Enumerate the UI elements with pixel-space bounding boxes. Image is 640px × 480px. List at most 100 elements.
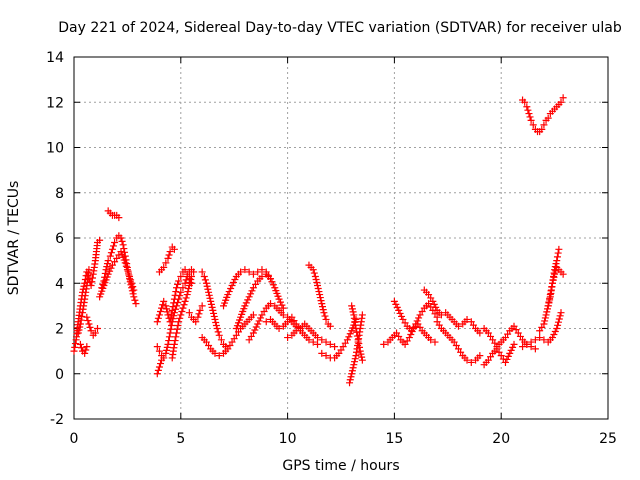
data-point bbox=[177, 272, 185, 280]
data-point bbox=[224, 291, 232, 299]
x-tick-label: 5 bbox=[176, 431, 185, 447]
data-point bbox=[540, 320, 548, 328]
data-point bbox=[87, 327, 95, 335]
data-point bbox=[557, 309, 565, 317]
data-point bbox=[279, 304, 287, 312]
data-point bbox=[168, 321, 176, 329]
data-point bbox=[173, 325, 181, 333]
data-point bbox=[217, 336, 225, 344]
y-tick-label: 6 bbox=[55, 231, 64, 247]
data-point bbox=[557, 98, 565, 106]
data-point bbox=[350, 361, 358, 369]
data-point bbox=[527, 338, 535, 346]
data-point bbox=[163, 308, 171, 316]
data-point bbox=[527, 116, 535, 124]
data-point bbox=[210, 312, 218, 320]
data-point bbox=[467, 358, 475, 366]
data-point bbox=[165, 251, 173, 259]
data-point bbox=[316, 294, 324, 302]
data-point bbox=[548, 334, 556, 342]
data-point bbox=[187, 272, 195, 280]
data-point bbox=[115, 214, 123, 222]
data-point bbox=[279, 311, 287, 319]
data-point bbox=[104, 257, 112, 265]
data-point bbox=[269, 281, 277, 289]
data-point bbox=[181, 279, 189, 287]
data-point bbox=[395, 306, 403, 314]
data-point bbox=[352, 325, 360, 332]
data-point bbox=[321, 312, 329, 320]
data-point bbox=[86, 323, 94, 331]
data-point bbox=[74, 329, 82, 337]
data-point bbox=[123, 266, 131, 274]
data-point bbox=[176, 314, 184, 322]
data-point bbox=[555, 315, 563, 323]
data-point bbox=[504, 352, 512, 360]
data-point bbox=[254, 320, 262, 328]
data-point bbox=[129, 283, 137, 291]
data-point bbox=[228, 282, 236, 290]
data-point bbox=[249, 311, 257, 319]
data-point bbox=[519, 343, 527, 351]
data-point bbox=[174, 321, 182, 329]
data-point bbox=[244, 296, 252, 304]
series-track-h bbox=[155, 243, 178, 276]
series-track-ah bbox=[519, 94, 567, 136]
data-point bbox=[75, 326, 83, 334]
data-point bbox=[251, 326, 259, 334]
data-point bbox=[227, 285, 235, 293]
data-point bbox=[398, 312, 406, 320]
data-point bbox=[198, 268, 206, 276]
data-point bbox=[506, 349, 514, 357]
data-point bbox=[192, 318, 200, 326]
data-point bbox=[311, 272, 319, 280]
data-point bbox=[77, 316, 85, 324]
series-track-m bbox=[185, 302, 206, 326]
data-point bbox=[103, 263, 111, 271]
data-point bbox=[551, 266, 559, 274]
data-point bbox=[556, 312, 564, 320]
data-point bbox=[165, 337, 173, 345]
data-point bbox=[71, 340, 79, 348]
data-point bbox=[214, 328, 222, 336]
data-point bbox=[158, 304, 166, 312]
data-point bbox=[348, 370, 356, 378]
data-point bbox=[313, 278, 321, 286]
data-point bbox=[110, 242, 118, 250]
data-point bbox=[390, 297, 398, 305]
data-point bbox=[166, 329, 174, 337]
data-point bbox=[531, 336, 539, 344]
series-track-ab bbox=[433, 318, 484, 366]
data-point bbox=[318, 303, 326, 311]
data-point bbox=[345, 333, 353, 341]
data-point bbox=[523, 103, 531, 111]
data-point bbox=[262, 318, 270, 326]
data-point bbox=[117, 234, 125, 242]
data-point bbox=[195, 310, 203, 318]
data-point bbox=[529, 121, 537, 129]
x-tick-label: 15 bbox=[385, 431, 403, 447]
series-track-y bbox=[380, 320, 439, 348]
data-point bbox=[521, 98, 529, 106]
data-point bbox=[168, 318, 176, 326]
data-point bbox=[322, 352, 330, 360]
data-point bbox=[552, 260, 560, 268]
data-point bbox=[267, 300, 275, 308]
data-point bbox=[194, 313, 202, 321]
data-point bbox=[393, 303, 401, 311]
data-point bbox=[544, 114, 552, 122]
data-point bbox=[278, 301, 286, 309]
data-point bbox=[164, 254, 172, 262]
data-point bbox=[559, 94, 567, 102]
data-point bbox=[555, 245, 563, 253]
data-point bbox=[356, 347, 364, 355]
data-point bbox=[356, 343, 364, 351]
data-point bbox=[249, 329, 257, 337]
series-track-x bbox=[348, 302, 366, 364]
series-track-aa bbox=[420, 286, 484, 337]
y-tick-label: 0 bbox=[55, 367, 64, 383]
series-track-p bbox=[220, 266, 275, 310]
data-point bbox=[231, 275, 239, 283]
data-point bbox=[107, 249, 115, 257]
